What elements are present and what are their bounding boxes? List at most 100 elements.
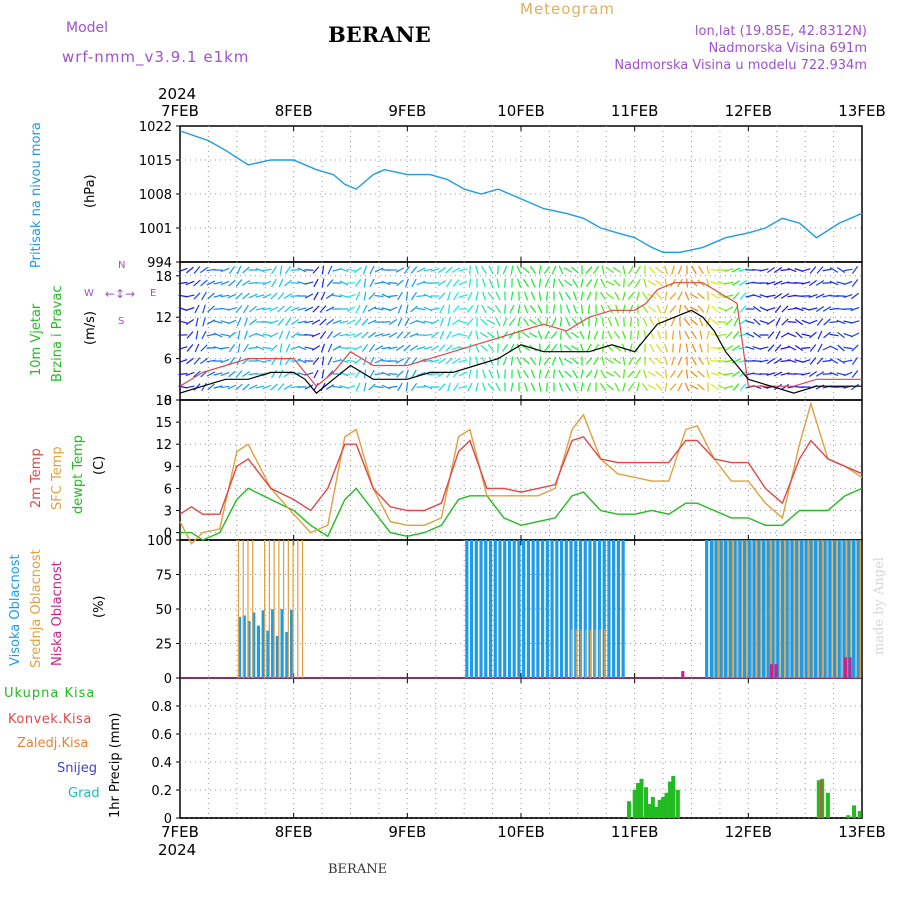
- wind-arrow: [564, 279, 572, 287]
- wind-arrow: [850, 383, 860, 391]
- wind-arrow: [381, 321, 391, 323]
- wind-arrow: [752, 294, 762, 298]
- cloud-bar-1: [247, 540, 249, 678]
- wind-arrow: [753, 318, 761, 326]
- wind-arrow: [248, 293, 258, 299]
- wind-arrow: [367, 306, 377, 312]
- wind-arrow: [431, 331, 439, 339]
- wind-arrow: [648, 357, 656, 365]
- wind-arrow: [655, 266, 663, 274]
- wind-arrow: [773, 371, 783, 377]
- wind-arrow: [416, 386, 426, 388]
- wind-arrow: [262, 384, 272, 390]
- cloud-bar-1: [278, 540, 280, 678]
- wind-arrow: [545, 291, 549, 301]
- wind-arrow: [487, 344, 495, 352]
- cloud-bar-0: [488, 540, 493, 678]
- wind-arrow: [773, 358, 783, 364]
- wind-arrow: [851, 370, 859, 378]
- precip-bar-1: [820, 780, 823, 818]
- wind-arrow: [374, 358, 384, 364]
- elevation-label: Nadmorska Visina 691m: [708, 41, 868, 56]
- wind-arrow: [185, 385, 195, 389]
- wind-arrow: [206, 280, 216, 286]
- wind-arrow: [664, 382, 668, 392]
- wind-arrow: [278, 278, 284, 288]
- wind-arrow: [327, 265, 333, 275]
- wind-arrow: [284, 265, 292, 275]
- wind-arrow: [410, 305, 418, 313]
- wind-arrow: [671, 356, 675, 366]
- wind-arrow: [237, 343, 241, 353]
- wind-arrow: [537, 304, 543, 314]
- wind-arrow: [732, 292, 740, 300]
- cloud-bar-1: [812, 540, 814, 678]
- wind-arrow: [669, 383, 677, 391]
- wind-arrow: [437, 280, 447, 286]
- wind-arrow: [738, 318, 748, 326]
- wind-arrow: [585, 357, 593, 365]
- wind-arrow: [325, 384, 335, 390]
- precip-bar-0: [639, 778, 644, 818]
- wind-arrow: [663, 265, 669, 275]
- wind-arrow: [354, 279, 362, 287]
- x-tick-label-bottom: 8FEB: [275, 823, 313, 841]
- wind-arrow: [635, 369, 641, 379]
- wind-arrow: [544, 369, 550, 379]
- wind-arrow: [843, 308, 853, 310]
- wind-arrow: [447, 382, 451, 392]
- wind-arrow: [623, 278, 625, 288]
- wind-arrow: [220, 294, 230, 298]
- wind-arrow: [202, 304, 206, 314]
- cloud-bar-0: [747, 540, 751, 678]
- cloud-bar-0: [531, 540, 535, 678]
- wind-arrow: [558, 278, 564, 288]
- wind-arrow: [822, 306, 832, 312]
- wind-arrow: [843, 293, 853, 299]
- wind-arrow: [185, 307, 195, 311]
- cloud-bar-1: [268, 540, 270, 678]
- wind-arrow: [346, 333, 356, 337]
- wind-arrow: [495, 291, 501, 301]
- cloud-bar-2: [769, 664, 774, 678]
- x-tick-label-top: 10FEB: [497, 102, 544, 120]
- wind-arrow: [201, 330, 207, 340]
- wind-arrow: [594, 317, 598, 327]
- wind-arrow: [725, 318, 733, 326]
- wind-arrow: [717, 384, 727, 390]
- wind-arrow: [529, 266, 537, 274]
- wind-arrow: [745, 320, 755, 324]
- wind-arrow: [558, 382, 564, 392]
- wind-arrow: [321, 278, 325, 288]
- cloud-bar-0: [728, 540, 732, 678]
- wind-arrow: [529, 318, 537, 326]
- wind-arrow: [220, 385, 230, 389]
- cloud-bar-1: [717, 540, 719, 678]
- cloud-bar-1: [264, 540, 266, 678]
- wind-arrow: [482, 291, 486, 301]
- cloud-bar-0: [719, 540, 723, 678]
- wind-arrow: [565, 304, 571, 314]
- cloud-bar-2: [843, 657, 847, 678]
- wind-arrow: [552, 304, 556, 314]
- wind-arrow: [808, 319, 818, 325]
- wind-arrow: [363, 382, 367, 392]
- wind-arrow: [242, 266, 250, 274]
- wind-arrow: [243, 317, 249, 327]
- wind-arrow: [355, 291, 361, 301]
- wind-arrow: [655, 343, 663, 353]
- precip-bar-0: [671, 776, 676, 818]
- wind-arrow: [249, 305, 257, 313]
- wind-arrow: [430, 359, 440, 363]
- cloud-bar-1: [826, 540, 828, 678]
- wind-arrow: [368, 344, 376, 352]
- y-tick-label-precip: 0.4: [151, 756, 172, 771]
- wind-arrow: [220, 346, 230, 350]
- wind-arrow: [467, 291, 473, 301]
- wind-arrow: [447, 317, 451, 327]
- wind-arrow: [501, 330, 509, 340]
- cloud-bar-1: [855, 540, 857, 678]
- wind-arrow: [195, 330, 199, 340]
- wind-arrow: [627, 383, 635, 391]
- cloud-bar-0: [588, 540, 592, 678]
